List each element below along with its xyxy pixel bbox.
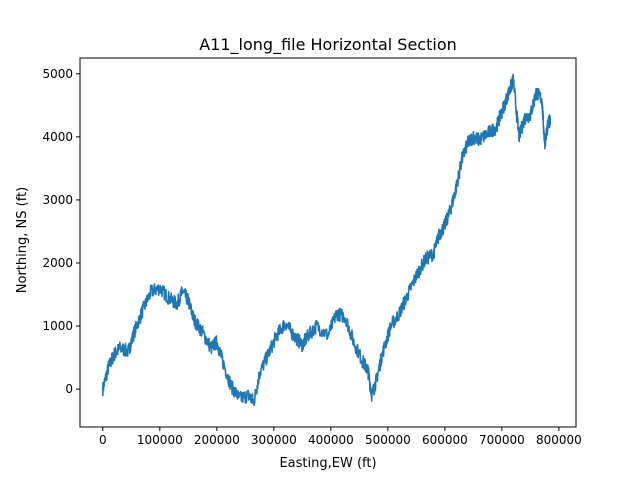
plot-area (102, 73, 552, 407)
chart-title: A11_long_file Horizontal Section (199, 35, 457, 55)
y-tick-label: 2000 (42, 256, 73, 270)
x-tick-label: 100000 (137, 433, 183, 447)
y-tick-label: 5000 (42, 67, 73, 81)
y-tick-label: 3000 (42, 193, 73, 207)
x-tick-label: 600000 (422, 433, 468, 447)
axis-ticks: 0 100000 200000 300000 400000 500000 600000 700… (42, 67, 581, 447)
x-tick-label: 200000 (194, 433, 240, 447)
x-axis-label: Easting,EW (ft) (279, 456, 376, 471)
y-tick-label: 1000 (42, 319, 73, 333)
x-tick-label: 500000 (365, 433, 411, 447)
x-tick-label: 400000 (308, 433, 354, 447)
y-tick-label: 0 (65, 382, 73, 396)
y-tick-label: 4000 (42, 130, 73, 144)
series-line (102, 73, 552, 407)
x-tick-label: 300000 (251, 433, 297, 447)
x-tick-label: 0 (99, 433, 107, 447)
x-tick-label: 700000 (479, 433, 525, 447)
x-tick-label: 800000 (536, 433, 582, 447)
y-axis-label: Northing, NS (ft) (15, 187, 30, 293)
plot-frame (79, 57, 577, 428)
